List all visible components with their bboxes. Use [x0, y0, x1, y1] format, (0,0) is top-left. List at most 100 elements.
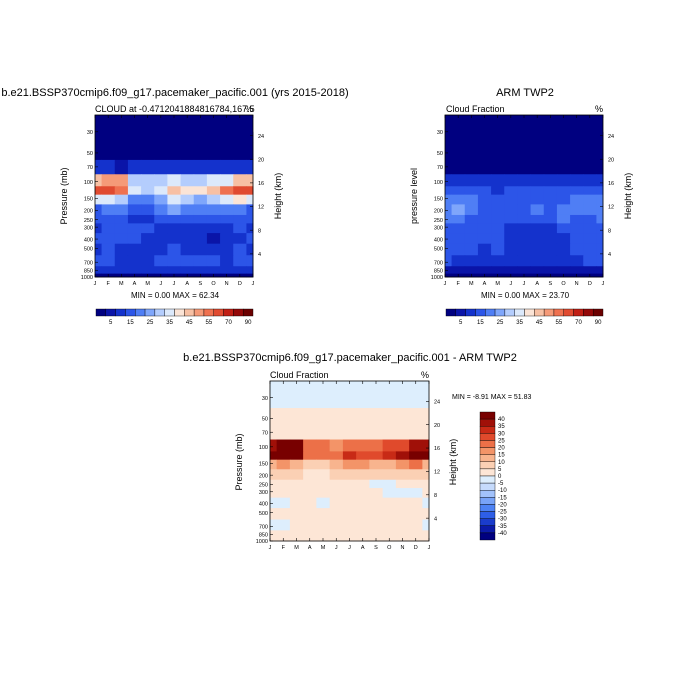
model-colorbar-label: 45: [186, 320, 193, 326]
diff-cell: [409, 459, 423, 470]
model-colorbar-swatch: [233, 308, 244, 317]
model-cell: [114, 214, 129, 224]
obs-xtick-label: D: [588, 281, 592, 287]
diff-colorbar-label: -10: [498, 488, 507, 494]
obs-cell: [504, 233, 518, 245]
obs-colorbar-swatch: [485, 308, 496, 317]
diff-colorbar-label: -30: [498, 517, 507, 523]
diff-cell: [270, 397, 278, 409]
diff-colorbar-label: 15: [498, 453, 505, 459]
obs-cell: [556, 194, 571, 205]
model-cell: [167, 255, 181, 267]
diff-cell: [289, 439, 304, 452]
obs-xtick-label: M: [495, 281, 500, 287]
diff-xtick-label: D: [414, 545, 418, 551]
obs-colorbar-swatch: [553, 308, 564, 317]
obs-cell: [583, 131, 597, 143]
obs-title: ARM TWP2: [496, 87, 554, 99]
obs-cell: [491, 174, 505, 187]
obs-cell: [445, 115, 603, 133]
model-cell: [193, 243, 208, 256]
diff-cell: [303, 519, 317, 531]
model-cell: [114, 186, 129, 196]
model-cell: [206, 131, 221, 143]
model-cell: [127, 223, 142, 234]
model-cell: [141, 174, 155, 187]
obs-colorbar-swatch: [583, 308, 594, 317]
obs-cell: [556, 214, 571, 224]
diff-cell: [382, 469, 397, 481]
diff-cell: [422, 451, 430, 461]
model-cell: [101, 266, 116, 275]
model-cell: [233, 255, 247, 267]
model-cell: [114, 266, 129, 275]
obs-cell: [451, 255, 466, 267]
obs-cell: [445, 204, 452, 216]
obs-ytick-label: 200: [434, 209, 443, 215]
model-cell: [193, 174, 208, 187]
model-cell: [180, 204, 195, 216]
model-cell: [127, 186, 142, 196]
model-cell: [180, 243, 195, 256]
diff-cell: [395, 451, 410, 461]
obs-cell: [556, 266, 571, 275]
diff-colorbar-swatch: [479, 490, 496, 498]
diff-cell: [422, 469, 430, 481]
diff-cell: [422, 488, 430, 499]
diff-cell: [369, 425, 384, 440]
diff-cell: [382, 397, 397, 409]
model-cell: [101, 204, 116, 216]
obs-cell: [596, 233, 604, 245]
diff-cell: [303, 408, 317, 426]
diff-ytick-right-label: 12: [434, 470, 440, 476]
diff-cell: [369, 497, 384, 509]
model-cell: [180, 223, 195, 234]
model-cell: [114, 233, 129, 245]
obs-cell: [477, 204, 492, 216]
model-ytick-right-label: 24: [258, 134, 264, 140]
diff-cell: [316, 519, 331, 531]
obs-cell: [543, 214, 558, 224]
diff-ytick-label: 50: [262, 417, 268, 423]
model-cell: [141, 233, 155, 245]
obs-cell: [570, 214, 584, 224]
obs-cell: [543, 174, 558, 187]
obs-cell: [504, 266, 518, 275]
diff-cell: [409, 479, 423, 489]
model-cell: [246, 223, 254, 234]
model-cell: [220, 159, 234, 175]
diff-ytick-right-label: 4: [434, 516, 437, 522]
diff-cell: [382, 425, 397, 440]
diff-cell: [342, 488, 357, 499]
model-cell: [95, 255, 102, 267]
model-cell: [220, 243, 234, 256]
diff-colorbar-swatch: [479, 461, 496, 470]
obs-cell: [464, 142, 479, 161]
obs-cell: [583, 159, 597, 175]
obs-cell: [445, 174, 452, 187]
obs-ytick-label: 50: [437, 151, 443, 157]
model-cell: [167, 186, 181, 196]
diff-cell: [342, 479, 357, 489]
obs-cell: [556, 243, 571, 256]
diff-colorbar-swatch: [479, 518, 496, 526]
obs-cell: [530, 255, 545, 267]
obs-ytick-right-label: 20: [608, 157, 614, 163]
model-cell: [246, 131, 254, 143]
diff-cell: [289, 530, 304, 539]
obs-ylabel-right: Height (km): [623, 173, 633, 220]
model-cell: [141, 186, 155, 196]
model-cell: [246, 233, 254, 245]
diff-cell: [303, 479, 317, 489]
diff-cell: [329, 397, 344, 409]
diff-cell: [289, 425, 304, 440]
model-cell: [220, 186, 234, 196]
obs-cell: [583, 243, 597, 256]
diff-colorbar-label: -35: [498, 524, 507, 530]
model-xtick-label: N: [225, 281, 229, 287]
diff-cell: [409, 508, 423, 520]
obs-cell: [596, 266, 604, 275]
obs-ytick-right-label: 8: [608, 228, 611, 234]
obs-cell: [530, 243, 545, 256]
obs-stats: MIN = 0.00 MAX = 23.70: [481, 291, 570, 300]
